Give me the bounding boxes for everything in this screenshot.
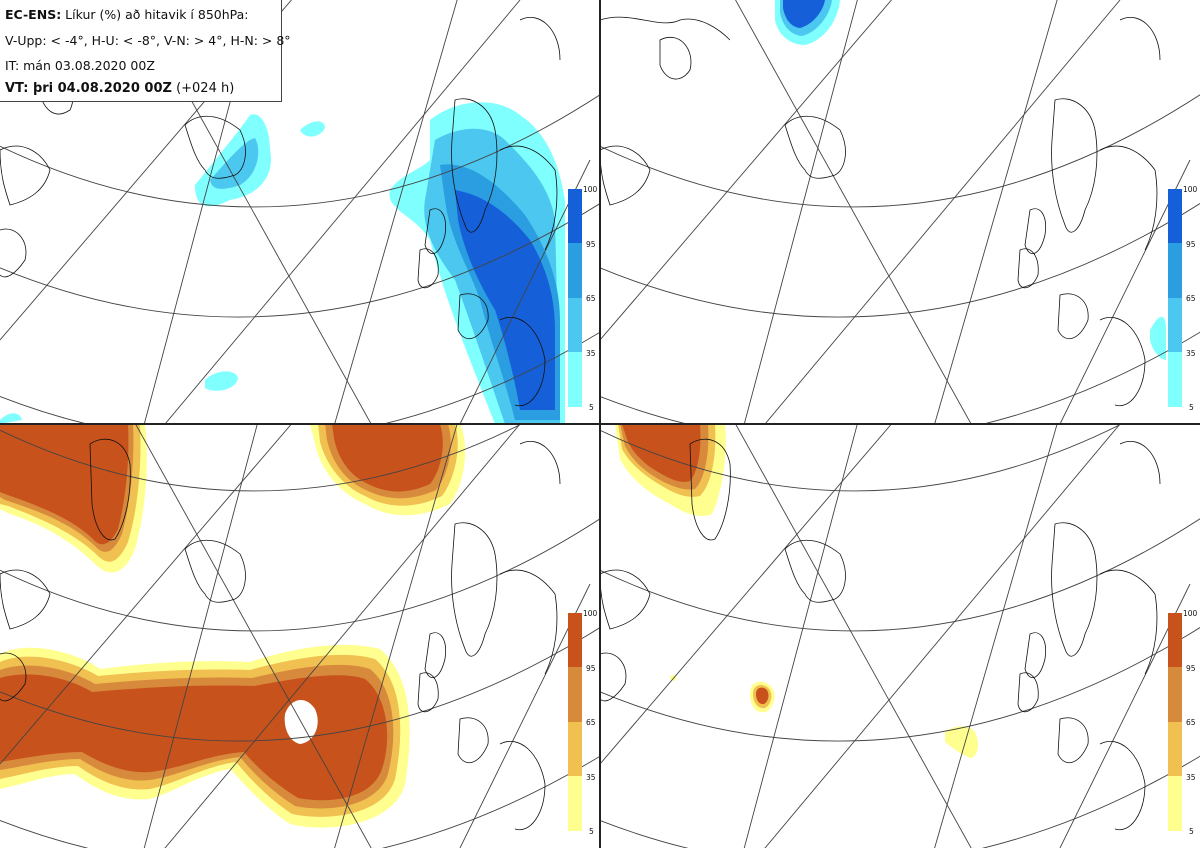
colorbar-cold <box>1168 189 1182 407</box>
model-name: EC-ENS: <box>5 7 62 22</box>
colorbar-tick-5: 5 <box>589 403 594 412</box>
map-canvas <box>0 0 600 424</box>
map-panel-cold-minus4: EC-ENS: Líkur (%) að hitavik í 850hPa: V… <box>0 0 600 424</box>
graticule <box>0 424 600 848</box>
init-time: IT: mán 03.08.2020 00Z <box>5 58 155 73</box>
map-panel-warm-plus4: 100 95 65 35 5 <box>0 424 600 848</box>
colorbar-tick-100: 100 <box>583 185 598 194</box>
graticule <box>600 0 1200 424</box>
colorbar-tick-65: 65 <box>586 718 596 727</box>
probability-shading <box>0 102 565 424</box>
info-title: EC-ENS: Líkur (%) að hitavik í 850hPa: <box>5 7 249 22</box>
colorbar-warm <box>1168 613 1182 831</box>
colorbar-tick-5: 5 <box>589 827 594 836</box>
colorbar-tick-35: 35 <box>1186 349 1196 358</box>
colorbar-tick-5: 5 <box>1189 827 1194 836</box>
colorbar-tick-95: 95 <box>1186 240 1196 249</box>
colorbar-tick-95: 95 <box>586 240 596 249</box>
colorbar-cold <box>568 189 582 407</box>
map-canvas <box>0 424 600 848</box>
map-panel-warm-plus8: 100 95 65 35 5 <box>600 424 1200 848</box>
colorbar-tick-35: 35 <box>586 773 596 782</box>
colorbar-tick-100: 100 <box>1183 185 1198 194</box>
valid-time: VT: þri 04.08.2020 00Z (+024 h) <box>5 81 234 96</box>
colorbar-tick-65: 65 <box>586 294 596 303</box>
colorbar-tick-65: 65 <box>1186 294 1196 303</box>
title-text: Líkur (%) að hitavik í 850hPa: <box>61 7 249 22</box>
lead-time: (+024 h) <box>171 81 235 96</box>
colorbar-tick-5: 5 <box>1189 403 1194 412</box>
colorbar-tick-35: 35 <box>1186 773 1196 782</box>
valid-time-label: VT: þri 04.08.2020 00Z <box>5 81 172 96</box>
map-canvas <box>600 424 1200 848</box>
coastlines <box>600 16 1161 407</box>
probability-shading <box>0 424 466 828</box>
colorbar-tick-95: 95 <box>1186 664 1196 673</box>
colorbar-tick-95: 95 <box>586 664 596 673</box>
probability-shading <box>775 0 1166 360</box>
probability-shading <box>615 424 979 758</box>
graticule <box>600 424 1200 848</box>
forecast-info-box: EC-ENS: Líkur (%) að hitavik í 850hPa: V… <box>0 0 291 102</box>
coastlines <box>600 438 1161 831</box>
coastlines <box>0 438 561 831</box>
colorbar-tick-100: 100 <box>1183 609 1198 618</box>
map-canvas <box>600 0 1200 424</box>
colorbar-warm <box>568 613 582 831</box>
panel-divider-horizontal <box>0 423 1200 425</box>
map-panel-cold-minus8: 100 95 65 35 5 <box>600 0 1200 424</box>
colorbar-tick-35: 35 <box>586 349 596 358</box>
threshold-definitions: V-Upp: < -4°, H-U: < -8°, V-N: > 4°, H-N… <box>5 33 291 48</box>
colorbar-tick-100: 100 <box>583 609 598 618</box>
colorbar-tick-65: 65 <box>1186 718 1196 727</box>
